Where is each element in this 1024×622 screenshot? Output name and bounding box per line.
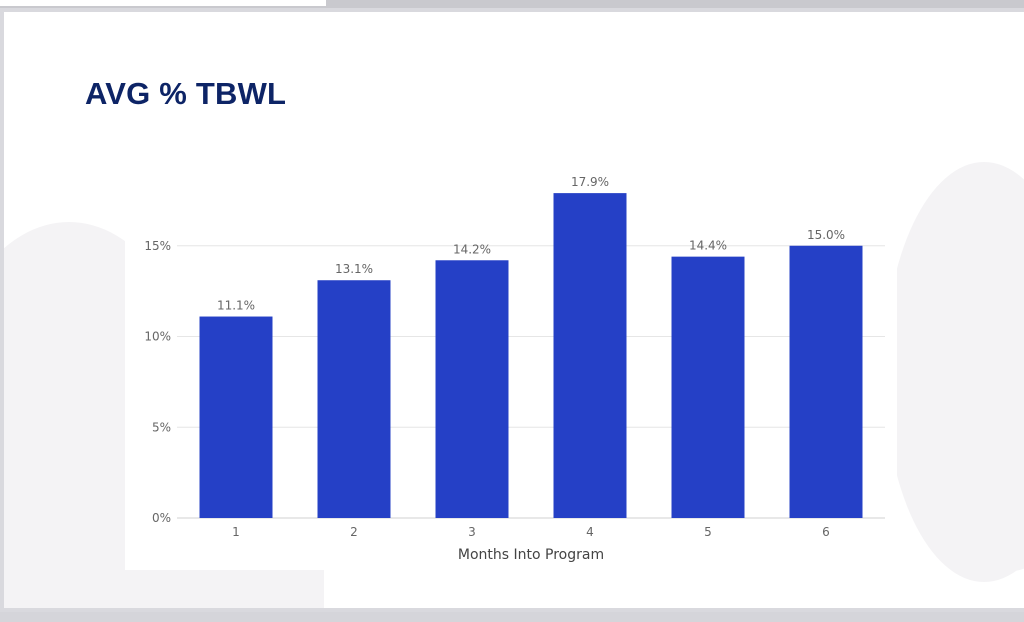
x-tick-label: 1: [232, 525, 240, 539]
y-tick-label: 5%: [152, 420, 171, 434]
chart-panel: 0% 5% 10% 15% 11.1% 1 13.1% 2 14.2% 3 17.9% 4 14.4% 5…: [125, 150, 897, 570]
y-tick-label: 0%: [152, 511, 171, 525]
x-tick-label: 3: [468, 525, 476, 539]
y-tick-label: 10%: [144, 330, 171, 344]
x-tick-label: 5: [704, 525, 712, 539]
window-top-tab: [0, 0, 326, 6]
bar-data-label: 17.9%: [571, 175, 609, 189]
bar-data-label: 13.1%: [335, 262, 373, 276]
bar-data-label: 14.2%: [453, 242, 491, 256]
slide-title: AVG % TBWL: [85, 76, 287, 111]
x-tick-label: 6: [822, 525, 830, 539]
bar: [199, 316, 273, 518]
bar: [317, 280, 391, 518]
window-top-strip: [0, 0, 1024, 8]
bar-data-label: 14.4%: [689, 239, 727, 253]
y-tick-label: 15%: [144, 239, 171, 253]
bar-chart: 0% 5% 10% 15% 11.1% 1 13.1% 2 14.2% 3 17.9% 4 14.4% 5…: [144, 175, 885, 563]
bar-data-label: 15.0%: [807, 228, 845, 242]
window-bottom-strip: [0, 612, 1024, 622]
x-axis-title: Months Into Program: [458, 547, 604, 563]
x-tick-label: 2: [350, 525, 358, 539]
x-tick-label: 4: [586, 525, 594, 539]
bar-data-label: 11.1%: [217, 299, 255, 313]
slide: AVG % TBWL 0% 5% 10% 15% 11.1% 1 13.1% 2 14.2% 3 1…: [4, 12, 1024, 608]
bar: [553, 193, 627, 519]
bar: [789, 245, 863, 518]
bar: [671, 256, 745, 518]
bar: [435, 260, 509, 518]
